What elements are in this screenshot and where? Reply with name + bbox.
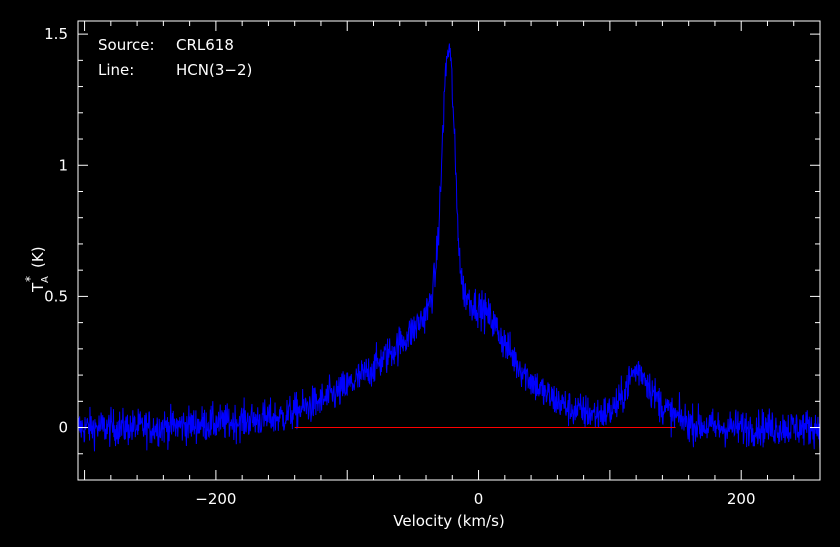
y-axis-label: T A * (K) [23,246,51,293]
line-key: Line: [98,61,134,79]
y-axis-label-sup: * [23,276,37,282]
x-tick-label: 200 [727,490,756,508]
data-layer [77,43,821,452]
line-value: HCN(3−2) [176,61,252,79]
y-axis-label-sub: A [40,276,51,283]
plot-frame [77,20,821,481]
y-tick-label: 0.5 [44,287,68,305]
y-tick-label: 1 [58,156,68,174]
y-axis-label-main: T [29,282,47,293]
source-value: CRL618 [176,36,234,54]
y-tick-label: 1.5 [44,25,68,43]
x-tick-label: 0 [474,490,484,508]
spectrum-series-line [77,43,821,452]
y-tick-label: 0 [58,419,68,437]
tick-layer: −200 0 200 0 0.5 1 1.5 [44,21,821,508]
source-key: Source: [98,36,155,54]
y-axis-label-unit: (K) [29,246,47,268]
x-axis-label: Velocity (km/s) [393,512,504,530]
x-tick-label: −200 [195,490,236,508]
